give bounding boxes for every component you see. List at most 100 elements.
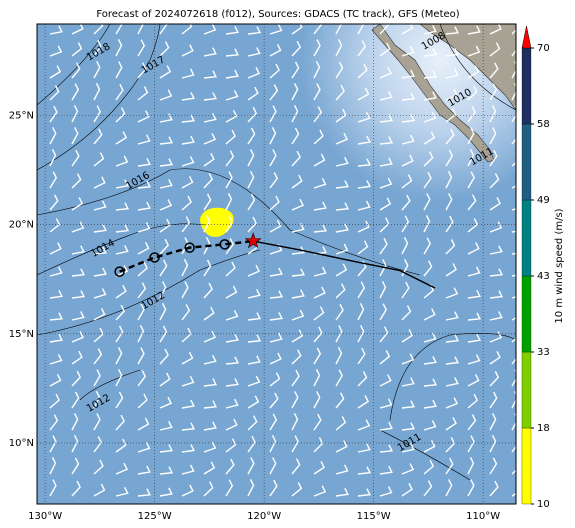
wind-barb xyxy=(49,393,60,409)
wind-barb xyxy=(115,224,129,233)
wind-barb xyxy=(159,487,173,497)
wind-barb xyxy=(335,180,349,189)
wind-barb xyxy=(269,63,280,79)
wind-barb xyxy=(335,369,343,387)
wind-barb xyxy=(93,39,102,57)
colorbar-tick-label: 43 xyxy=(537,271,550,282)
wind-barb xyxy=(49,45,63,57)
wind-barb xyxy=(357,488,371,497)
wind-barb xyxy=(511,390,516,409)
track-point xyxy=(219,239,230,250)
wind-barb xyxy=(357,24,365,35)
wind-barb xyxy=(93,459,104,475)
wind-barb xyxy=(445,287,459,299)
wind-barb xyxy=(379,281,387,299)
wind-barb xyxy=(379,444,394,453)
wind-barb xyxy=(423,48,437,57)
wind-barb xyxy=(269,332,283,343)
wind-barb xyxy=(379,157,393,167)
wind-barb xyxy=(335,263,348,277)
wind-barb xyxy=(357,40,367,57)
wind-barb xyxy=(93,267,107,277)
wind-barb xyxy=(181,24,193,35)
wind-barb xyxy=(49,171,58,189)
wind-barb xyxy=(467,218,479,233)
wind-barb xyxy=(379,486,393,497)
wind-barb xyxy=(93,176,106,189)
wind-barb xyxy=(423,70,438,79)
wind-barb xyxy=(291,289,305,299)
wind-barb xyxy=(379,326,389,343)
wind-barb xyxy=(247,479,255,497)
wind-barb xyxy=(71,457,80,475)
wind-barb xyxy=(489,480,499,497)
wind-barb xyxy=(159,325,168,343)
wind-barb xyxy=(467,266,481,277)
wind-barb xyxy=(423,131,436,145)
wind-barb xyxy=(401,69,415,79)
wind-barb xyxy=(93,348,103,365)
y-tick-label: 20°N xyxy=(9,220,34,231)
wind-barb xyxy=(423,480,433,497)
wind-barb xyxy=(159,218,171,233)
wind-barb xyxy=(423,308,436,321)
wind-barb xyxy=(49,414,59,431)
wind-barb xyxy=(115,107,126,123)
wind-barb xyxy=(269,43,282,57)
title: Forecast of 2024072618 (f012), Sources: … xyxy=(96,9,459,20)
wind-barb xyxy=(379,303,387,321)
wind-barb xyxy=(159,179,173,189)
wind-barb xyxy=(203,481,214,497)
wind-barb xyxy=(203,330,216,343)
wind-barb xyxy=(313,153,326,167)
wind-barb xyxy=(335,39,343,57)
wind-barb xyxy=(335,202,350,211)
wind-barb xyxy=(357,303,365,321)
wind-barb xyxy=(401,194,411,211)
wind-barb xyxy=(335,347,343,365)
wind-barb xyxy=(445,263,457,277)
wind-barb xyxy=(269,479,278,497)
wind-barb xyxy=(71,350,83,365)
wind-barb xyxy=(115,202,130,211)
wind-barb xyxy=(445,239,456,255)
wind-barb xyxy=(357,112,371,123)
wind-barb xyxy=(467,289,481,299)
wind-barb xyxy=(137,222,151,233)
wind-barb xyxy=(357,240,369,255)
wind-barb xyxy=(181,44,194,57)
wind-barb xyxy=(335,440,348,453)
wind-barb xyxy=(225,238,235,255)
wind-barb xyxy=(247,67,261,79)
wind-barb xyxy=(71,42,83,57)
x-tick-label: 115°W xyxy=(357,511,391,522)
wind-barb xyxy=(511,348,516,365)
wind-barb xyxy=(93,307,106,321)
wind-barb xyxy=(203,133,217,145)
wind-barb xyxy=(159,136,174,145)
wind-barb xyxy=(467,194,477,211)
wind-barb xyxy=(445,334,460,343)
wind-barb xyxy=(269,413,278,431)
wind-barb xyxy=(115,61,123,79)
wind-barb xyxy=(313,391,321,409)
wind-barb xyxy=(401,237,409,255)
wind-barb xyxy=(115,486,129,497)
wind-barb xyxy=(137,488,152,497)
wind-barb xyxy=(379,237,388,255)
wind-barb xyxy=(137,465,151,475)
wind-barb xyxy=(181,376,195,387)
wind-barb xyxy=(115,131,128,145)
wind-barb xyxy=(357,220,370,233)
wind-barb xyxy=(93,152,105,167)
x-tick-label: 120°W xyxy=(247,511,281,522)
wind-barb xyxy=(357,443,371,453)
wind-barb xyxy=(467,85,478,101)
wind-barb xyxy=(489,435,497,453)
wind-barb xyxy=(137,86,149,101)
colorbar-segment xyxy=(521,47,532,125)
wind-barb xyxy=(445,88,458,101)
wind-barb xyxy=(93,83,101,101)
wind-barb xyxy=(423,91,437,101)
wind-barb xyxy=(379,465,393,475)
